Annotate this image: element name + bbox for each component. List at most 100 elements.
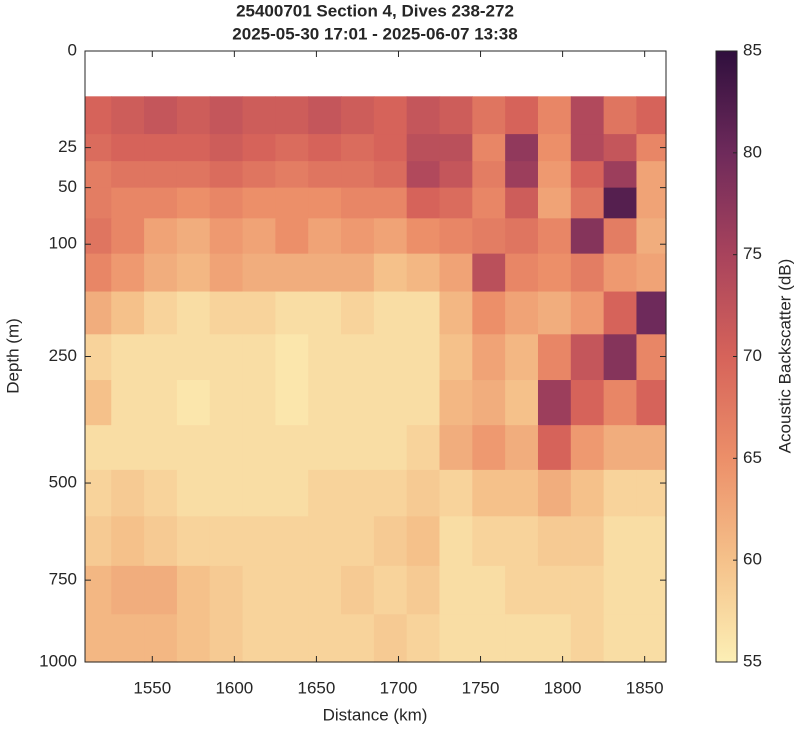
colorbar-tick-label: 60 bbox=[743, 550, 762, 569]
cell bbox=[176, 565, 211, 615]
cell bbox=[111, 291, 145, 335]
cell bbox=[308, 134, 342, 162]
cell bbox=[111, 614, 145, 663]
cell bbox=[472, 565, 506, 615]
cell bbox=[209, 565, 244, 615]
cell bbox=[373, 134, 408, 162]
cell bbox=[570, 565, 605, 615]
cell bbox=[144, 425, 178, 471]
cell bbox=[308, 425, 342, 471]
cell bbox=[505, 161, 539, 189]
cell bbox=[242, 134, 276, 162]
cell bbox=[209, 218, 244, 255]
cell bbox=[603, 516, 638, 567]
cell bbox=[341, 161, 375, 189]
cell bbox=[209, 161, 244, 189]
cell bbox=[111, 218, 145, 255]
cell bbox=[472, 218, 506, 255]
cell bbox=[144, 469, 178, 517]
cell bbox=[537, 614, 572, 663]
cell bbox=[537, 161, 572, 189]
cell bbox=[439, 425, 473, 471]
cell bbox=[406, 134, 441, 162]
cell bbox=[472, 291, 506, 335]
cell bbox=[537, 134, 572, 162]
y-tick-label: 1000 bbox=[39, 651, 77, 670]
cell bbox=[636, 469, 667, 517]
cell bbox=[439, 565, 473, 615]
cell bbox=[636, 218, 667, 255]
cell bbox=[176, 187, 211, 219]
cell bbox=[209, 380, 244, 426]
cell bbox=[275, 380, 309, 426]
cell bbox=[505, 291, 539, 335]
cell bbox=[472, 161, 506, 189]
cell bbox=[176, 516, 211, 567]
x-tick-label: 1800 bbox=[544, 678, 582, 697]
x-tick-label: 1750 bbox=[462, 678, 500, 697]
colorbar-tick-label: 80 bbox=[743, 142, 762, 161]
x-tick-label: 1850 bbox=[626, 678, 664, 697]
cell bbox=[373, 218, 408, 255]
x-tick-label: 1600 bbox=[215, 678, 253, 697]
cell bbox=[537, 516, 572, 567]
cell bbox=[176, 218, 211, 255]
cell bbox=[505, 134, 539, 162]
cell bbox=[144, 218, 178, 255]
cell bbox=[603, 134, 638, 162]
cell bbox=[570, 614, 605, 663]
cell bbox=[85, 218, 112, 255]
cell bbox=[439, 134, 473, 162]
cell bbox=[505, 334, 539, 381]
cell bbox=[176, 614, 211, 663]
cell bbox=[85, 96, 112, 135]
colorbar-tick-label: 55 bbox=[743, 651, 762, 670]
cell bbox=[439, 516, 473, 567]
x-tick-label: 1700 bbox=[380, 678, 418, 697]
cell bbox=[472, 614, 506, 663]
cell bbox=[570, 380, 605, 426]
cell bbox=[636, 614, 667, 663]
cell bbox=[111, 334, 145, 381]
cell bbox=[406, 334, 441, 381]
cell bbox=[176, 96, 211, 135]
cell bbox=[603, 253, 638, 293]
cell bbox=[505, 469, 539, 517]
cell bbox=[85, 516, 112, 567]
cell bbox=[341, 218, 375, 255]
y-tick-label: 500 bbox=[49, 473, 77, 492]
cell bbox=[406, 253, 441, 293]
cell bbox=[636, 380, 667, 426]
cell bbox=[111, 134, 145, 162]
cell bbox=[85, 469, 112, 517]
cell bbox=[242, 516, 276, 567]
cell bbox=[406, 187, 441, 219]
cell bbox=[85, 380, 112, 426]
cell bbox=[209, 614, 244, 663]
cell bbox=[505, 187, 539, 219]
cell bbox=[242, 161, 276, 189]
cell bbox=[242, 218, 276, 255]
cell bbox=[209, 187, 244, 219]
cell bbox=[111, 253, 145, 293]
chart-title: 25400701 Section 4, Dives 238-272 bbox=[236, 1, 514, 20]
cell bbox=[373, 187, 408, 219]
cell bbox=[439, 218, 473, 255]
cell bbox=[111, 516, 145, 567]
cell bbox=[144, 291, 178, 335]
cell bbox=[308, 187, 342, 219]
cell bbox=[406, 614, 441, 663]
cell bbox=[439, 161, 473, 189]
cell bbox=[341, 134, 375, 162]
cell bbox=[209, 334, 244, 381]
cell bbox=[570, 516, 605, 567]
cell bbox=[537, 380, 572, 426]
cell bbox=[85, 565, 112, 615]
cell bbox=[472, 96, 506, 135]
cell bbox=[603, 469, 638, 517]
cell bbox=[242, 291, 276, 335]
x-axis-label: Distance (km) bbox=[323, 705, 428, 724]
cell bbox=[373, 614, 408, 663]
cell bbox=[537, 253, 572, 293]
cell bbox=[439, 96, 473, 135]
